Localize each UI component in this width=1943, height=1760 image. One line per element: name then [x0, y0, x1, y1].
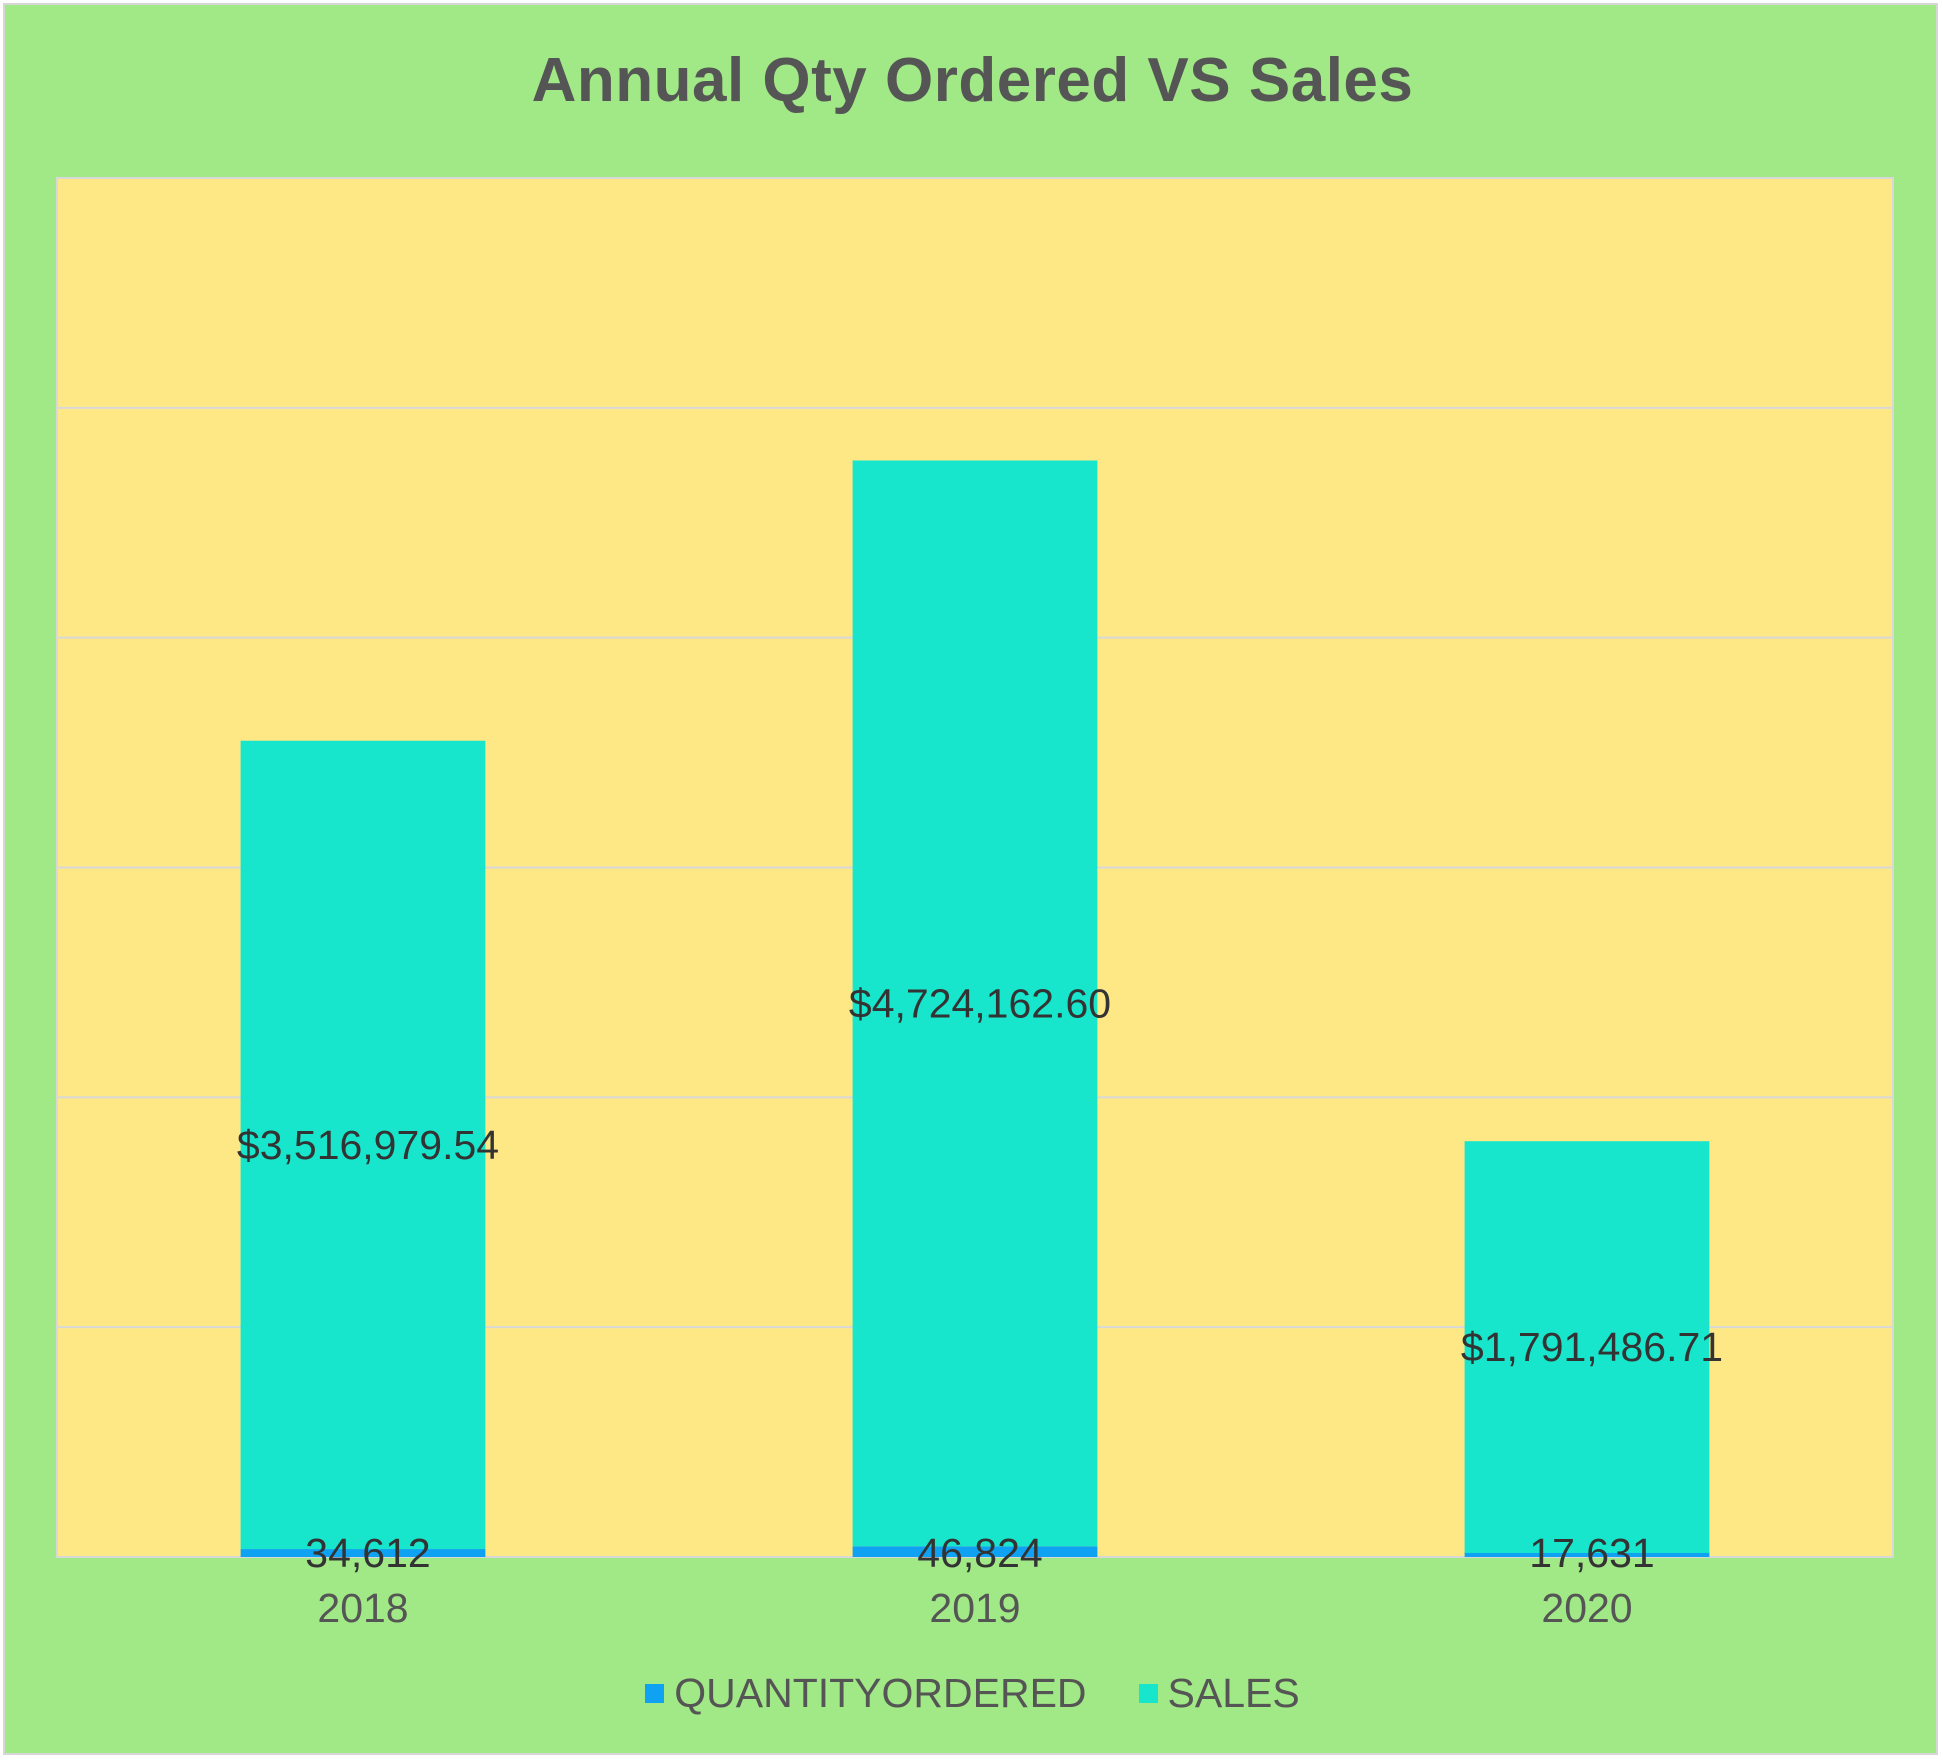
- legend-item-sales: SALES: [1138, 1670, 1300, 1717]
- x-tick-label-2019: 2019: [929, 1585, 1020, 1631]
- data-label-sales-2020: $1,791,486.71: [1461, 1324, 1723, 1370]
- chart-frame: Annual Qty Ordered VS Sales $3,516,979.5…: [3, 3, 1938, 1755]
- data-label-sales-2019: $4,724,162.60: [849, 980, 1111, 1026]
- data-label-quantity-2019: 46,824: [917, 1530, 1042, 1576]
- bar-quantityordered-2018: [240, 1549, 486, 1557]
- data-label-quantity-2018: 34,612: [305, 1530, 430, 1576]
- legend-item-quantityordered: QUANTITYORDERED: [645, 1670, 1087, 1717]
- bar-quantityordered-2019: [852, 1546, 1098, 1557]
- bar-quantityordered-2020: [1464, 1552, 1710, 1557]
- legend-swatch: [645, 1684, 665, 1703]
- legend-label: QUANTITYORDERED: [674, 1670, 1087, 1716]
- chart-title: Annual Qty Ordered VS Sales: [531, 46, 1414, 115]
- chart-plot: $3,516,979.54 34,612 2018 $4,724,162.60 46,8…: [56, 177, 1894, 1631]
- legend: QUANTITYORDERED SALES: [5, 1670, 1940, 1717]
- bar-sales-2018: [240, 740, 486, 1550]
- bar-sales-2020: [1464, 1141, 1710, 1553]
- data-label-sales-2018: $3,516,979.54: [237, 1122, 499, 1168]
- legend-swatch: [1138, 1684, 1158, 1703]
- legend-label: SALES: [1167, 1670, 1300, 1716]
- x-tick-label-2018: 2018: [317, 1585, 408, 1631]
- bar-sales-2019: [852, 460, 1098, 1547]
- x-tick-label-2020: 2020: [1541, 1585, 1632, 1631]
- data-label-quantity-2020: 17,631: [1529, 1530, 1654, 1576]
